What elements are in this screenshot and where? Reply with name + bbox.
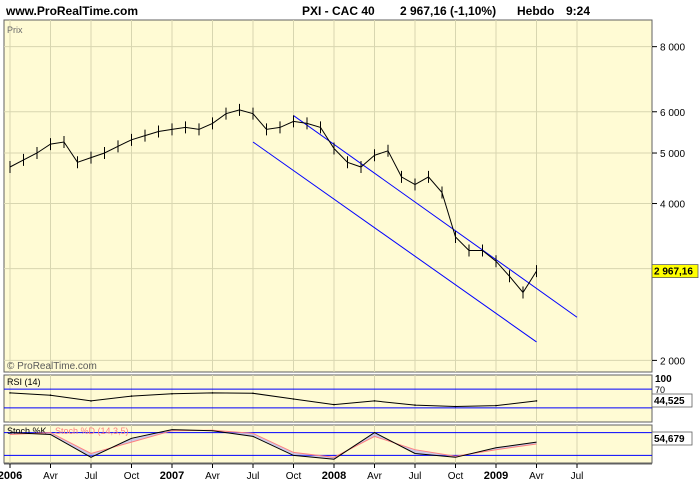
price-line <box>9 109 537 294</box>
x-tick-label: 2008 <box>322 470 346 482</box>
stoch-d-line <box>9 429 537 458</box>
rsi-point <box>9 392 11 394</box>
x-tick-label: Oct <box>124 471 140 482</box>
instrument-label: PXI - CAC 40 <box>302 4 375 18</box>
x-tick-label: Avr <box>367 471 382 482</box>
stoch-legend-d: Stoch %D (14,3,5) <box>55 426 129 436</box>
x-tick-label: Jul <box>409 471 422 482</box>
rsi-last-box <box>651 393 693 408</box>
x-tick-label: Oct <box>286 471 302 482</box>
trend-channel <box>252 115 578 343</box>
stoch-panel: Stoch %K Stoch %D (14,3,5) 54,679 <box>3 424 693 464</box>
price-panel-background <box>3 19 653 373</box>
price-tick-label: 4 000 <box>660 200 685 211</box>
channel-line-upper <box>293 115 578 318</box>
rsi-point <box>454 405 457 408</box>
rsi-point <box>171 393 173 395</box>
x-axis: 2006 Avr Jul Oct 2007 Avr Jul Oct 2008 Avr Jul Oct 2… <box>0 463 652 482</box>
x-tick-label: Avr <box>529 471 544 482</box>
rsi-grid <box>4 375 652 422</box>
x-tick-label: 2009 <box>484 470 508 482</box>
x-tick-label: Jul <box>571 471 584 482</box>
stoch-k-line <box>9 429 537 460</box>
price-tick-label: 8 000 <box>660 43 685 54</box>
last-price-box <box>651 264 699 279</box>
stoch-last-box <box>651 431 693 446</box>
quote-label: 2 967,16 (-1,10%) <box>400 4 496 18</box>
rsi-tick-label: 70 <box>655 385 665 395</box>
stoch-last-label: 54,679 <box>654 434 685 445</box>
rsi-point <box>414 404 416 406</box>
rsi-point <box>495 404 497 407</box>
x-tick-label: Avr <box>43 471 58 482</box>
price-tick-label: 6 000 <box>660 108 685 119</box>
rsi-panel-background <box>3 374 653 423</box>
site-url[interactable]: www.ProRealTime.com <box>5 4 138 18</box>
rsi-series <box>9 392 538 408</box>
rsi-point <box>373 400 376 402</box>
rsi-line <box>9 392 537 408</box>
price-tick-label: 5 000 <box>660 149 685 160</box>
rsi-point <box>333 403 335 406</box>
price-tick-label: 2 000 <box>660 356 685 367</box>
rsi-point <box>535 400 538 402</box>
price-grid <box>4 20 652 372</box>
stoch-legend-k: Stoch %K <box>7 426 47 436</box>
rsi-point <box>211 392 214 394</box>
rsi-point <box>252 392 254 395</box>
rsi-point <box>90 400 92 402</box>
time-label: 9:24 <box>566 4 590 18</box>
rsi-axis: 100 70 <box>655 374 672 395</box>
watermark: © ProRealTime.com <box>7 361 97 372</box>
x-tick-label: Avr <box>205 471 220 482</box>
rsi-title: RSI (14) <box>7 377 41 387</box>
rsi-panel: RSI (14) 100 70 44,525 <box>3 374 693 423</box>
last-price-marker: 2 967,16 <box>651 264 699 279</box>
stoch-series <box>9 429 537 460</box>
rsi-point <box>49 394 52 397</box>
price-series <box>9 103 537 299</box>
rsi-point <box>130 395 133 397</box>
last-price-label: 2 967,16 <box>654 267 693 278</box>
x-tick-label: Jul <box>85 471 98 482</box>
channel-line-lower <box>252 141 537 343</box>
price-panel-label: Prix <box>7 25 23 35</box>
x-tick-label: 2007 <box>160 470 184 482</box>
x-tick-label: Jul <box>247 471 260 482</box>
rsi-tick-label: 100 <box>655 374 672 385</box>
x-tick-label: 2006 <box>0 470 22 482</box>
rsi-last-label: 44,525 <box>654 396 685 407</box>
x-tick-label: Oct <box>448 471 464 482</box>
stoch-fill <box>10 429 537 460</box>
period-label: Hebdo <box>517 4 554 18</box>
rsi-point <box>292 398 295 400</box>
